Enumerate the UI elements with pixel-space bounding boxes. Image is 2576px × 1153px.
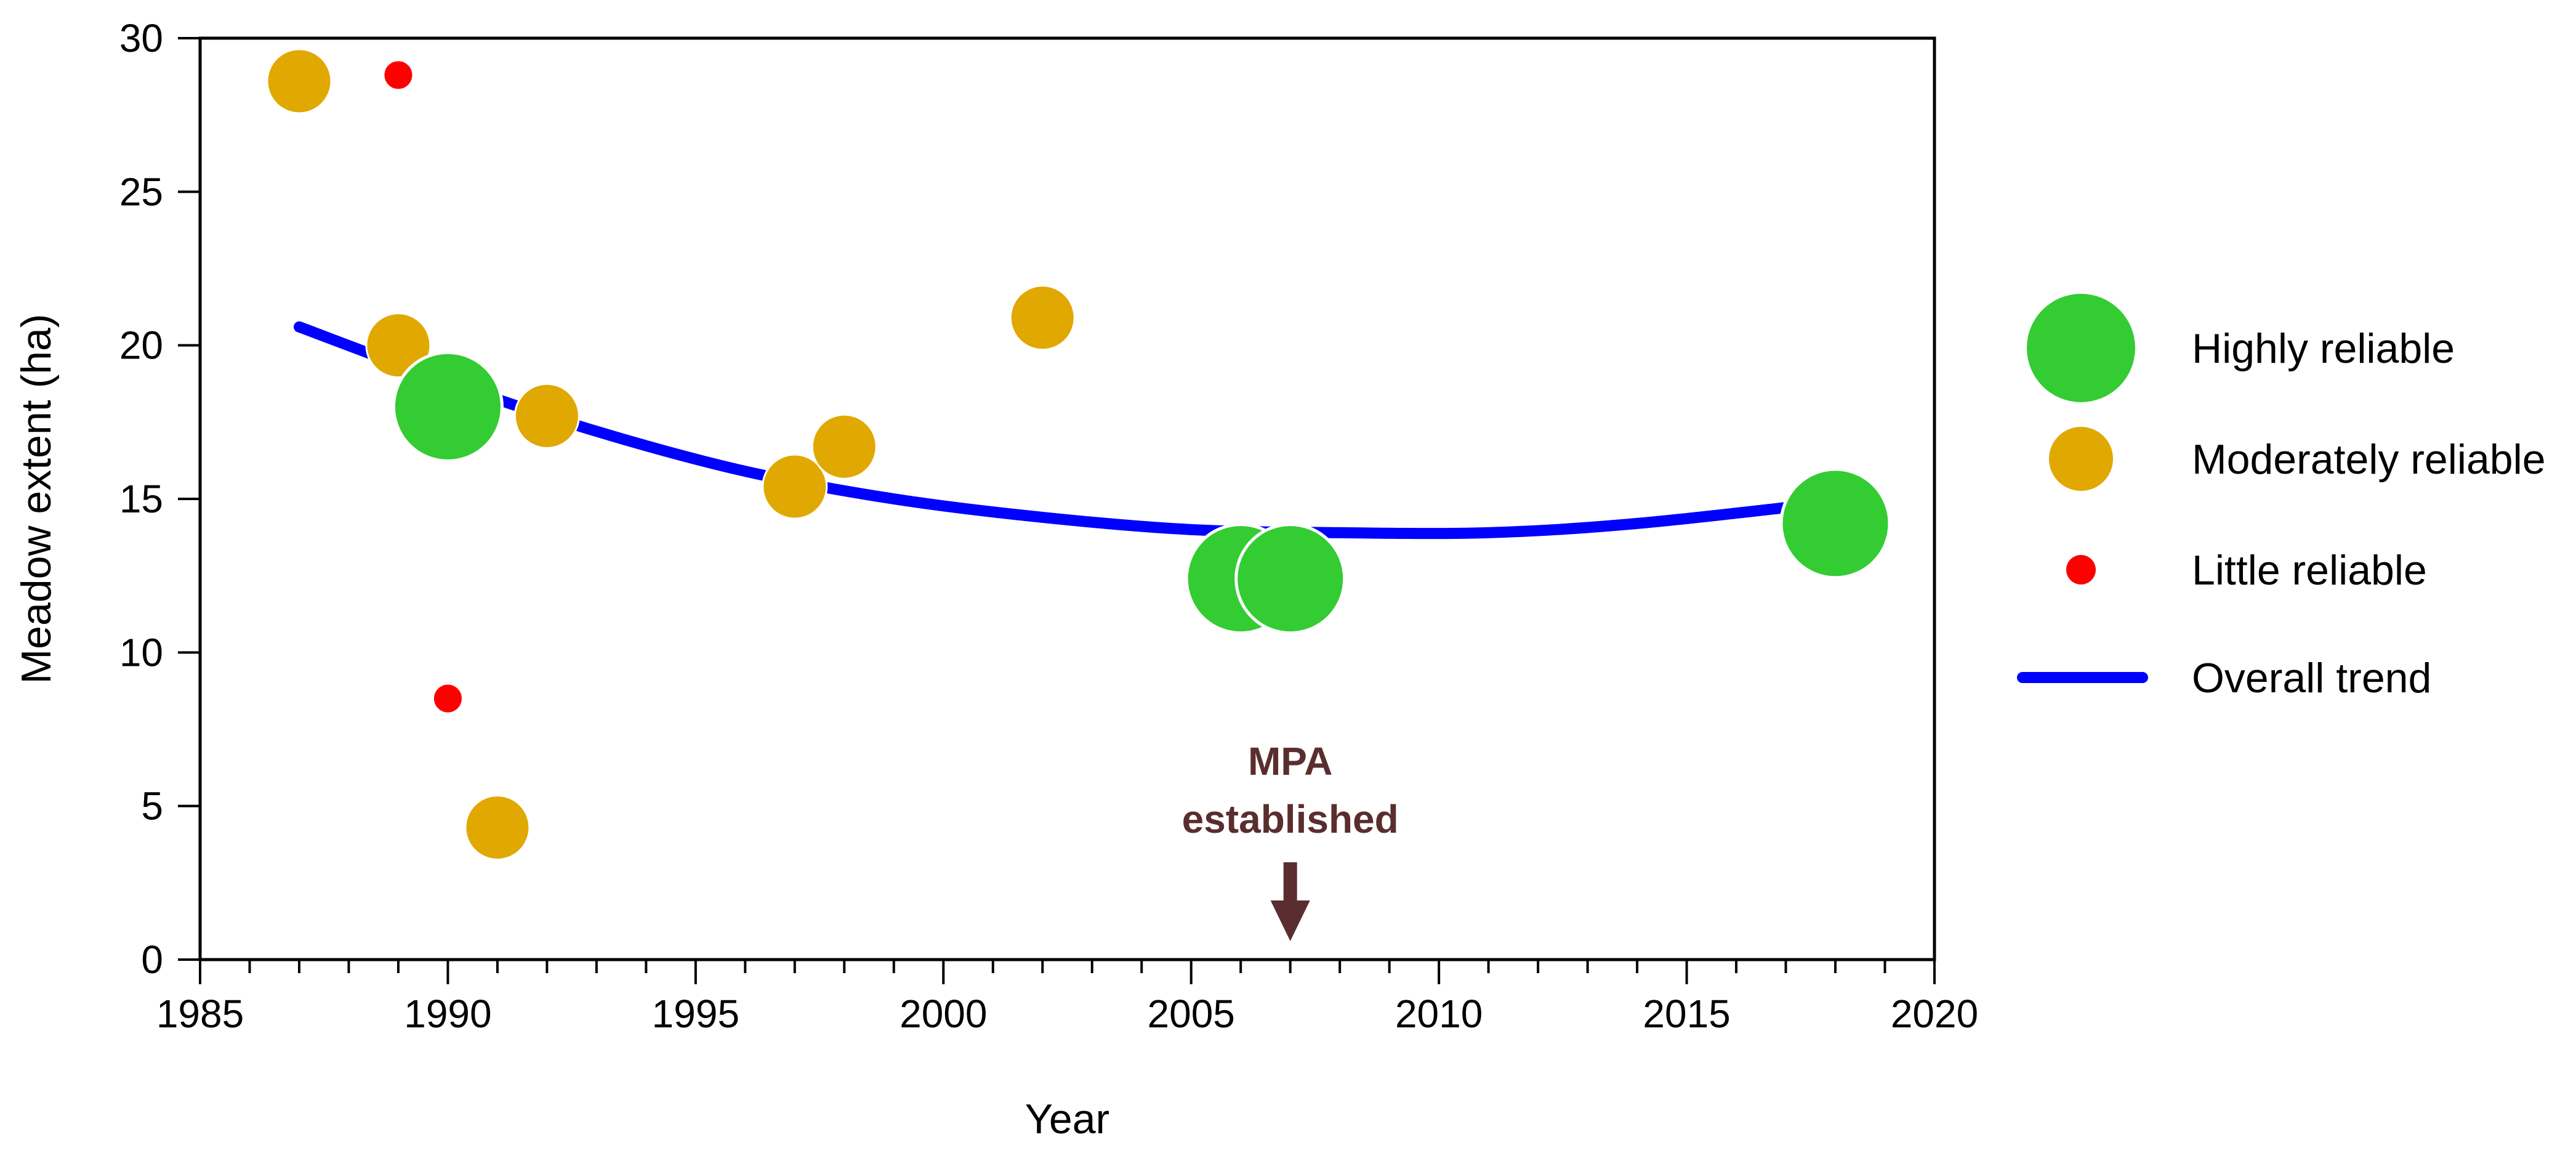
y-axis-label: Meadow extent (ha) xyxy=(13,314,60,684)
legend: Highly reliable Moderately reliable Little… xyxy=(2017,294,2546,702)
points-layer xyxy=(266,48,1891,861)
x-axis-label: Year xyxy=(1025,1096,1109,1143)
legend-swatch-little xyxy=(2066,555,2096,585)
y-tick-label: 5 xyxy=(141,784,163,828)
annotation-arrow-head xyxy=(1270,900,1310,941)
point-moderate xyxy=(464,795,531,861)
x-tick-label: 1995 xyxy=(652,992,739,1036)
point-moderate xyxy=(1009,285,1076,351)
point-moderate xyxy=(513,382,580,449)
x-tick-label: 2005 xyxy=(1148,992,1235,1036)
x-tick-label: 2010 xyxy=(1395,992,1483,1036)
x-tick-label: 2020 xyxy=(1891,992,1978,1036)
y-tick-label: 15 xyxy=(119,477,163,521)
point-moderate xyxy=(266,48,332,115)
x-tick-label: 1990 xyxy=(404,992,491,1036)
legend-label-little: Little reliable xyxy=(2192,547,2427,594)
annotation-layer: MPA established xyxy=(1182,739,1399,941)
point-high xyxy=(392,350,504,463)
annotation-line2: established xyxy=(1182,797,1399,841)
legend-label-trend: Overall trend xyxy=(2192,655,2431,702)
point-high xyxy=(1234,523,1346,635)
point-moderate xyxy=(365,312,432,379)
axes: 1985 1990 1995 2000 2005 2010 2015 2020 0 5 10 15 20… xyxy=(119,16,1978,1036)
plot-frame xyxy=(198,36,1936,961)
y-tick-label: 30 xyxy=(119,16,163,60)
point-moderate xyxy=(811,413,877,480)
y-tick-label: 0 xyxy=(141,937,163,982)
legend-label-high: Highly reliable xyxy=(2192,325,2455,372)
point-high xyxy=(1779,467,1891,580)
x-tick-label: 1985 xyxy=(156,992,244,1036)
point-little xyxy=(382,59,414,91)
legend-swatch-high xyxy=(2027,294,2135,402)
y-tick-label: 25 xyxy=(119,169,163,214)
annotation-line1: MPA xyxy=(1248,739,1332,783)
legend-label-moderate: Moderately reliable xyxy=(2192,436,2546,483)
y-tick-label: 10 xyxy=(119,630,163,674)
x-tick-label: 2015 xyxy=(1643,992,1730,1036)
legend-swatch-moderate xyxy=(2049,427,2113,491)
point-moderate xyxy=(762,453,828,520)
x-tick-label: 2000 xyxy=(900,992,987,1036)
y-tick-label: 20 xyxy=(119,323,163,368)
point-little xyxy=(432,682,464,714)
